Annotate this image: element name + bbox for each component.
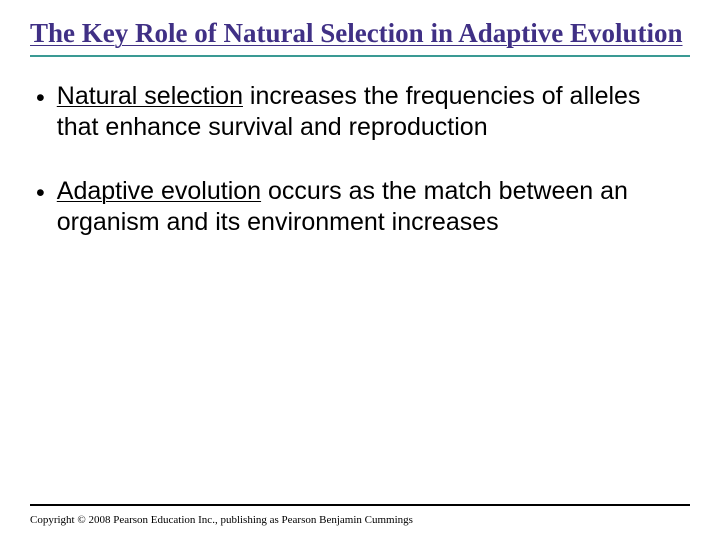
bullet-dot-icon: •	[36, 178, 45, 209]
bullet-underlined-term: Adaptive evolution	[57, 177, 261, 205]
bullet-underlined-term: Natural selection	[57, 82, 243, 110]
bullet-item: • Natural selection increases the freque…	[36, 81, 680, 144]
bullet-text: Natural selection increases the frequenc…	[57, 81, 680, 144]
title-block: The Key Role of Natural Selection in Ada…	[30, 18, 690, 57]
slide: The Key Role of Natural Selection in Ada…	[0, 0, 720, 540]
copyright-text: Copyright © 2008 Pearson Education Inc.,…	[30, 514, 413, 526]
slide-title: The Key Role of Natural Selection in Ada…	[30, 18, 690, 49]
bullet-item: • Adaptive evolution occurs as the match…	[36, 176, 680, 239]
content-area: • Natural selection increases the freque…	[30, 61, 690, 238]
bullet-dot-icon: •	[36, 83, 45, 114]
footer-rule	[30, 504, 690, 506]
bullet-text: Adaptive evolution occurs as the match b…	[57, 176, 680, 239]
title-underline-rule	[30, 55, 690, 57]
